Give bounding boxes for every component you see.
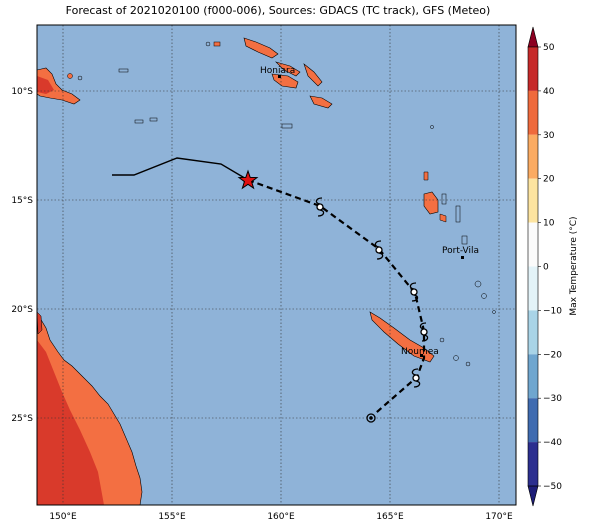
colorbar-tick-label: −30: [543, 394, 562, 404]
islet: [67, 73, 73, 79]
map-frame: [36, 24, 517, 506]
islet: [481, 293, 487, 299]
place-label-port-vila: Port-Vila: [442, 246, 479, 256]
new-guinea-landmass: [37, 67, 81, 105]
colorbar-segment: [528, 222, 538, 267]
vanuatu-northern-islet: [423, 171, 429, 181]
colorbar-tick-label: 50: [543, 43, 555, 53]
colorbar-segment: [528, 90, 538, 135]
islet: [77, 75, 83, 81]
port-vila-marker: [461, 256, 464, 259]
lat-tick-label: 20°S: [11, 305, 33, 315]
observed-track-line: [112, 157, 249, 181]
colorbar-tick-label: −10: [543, 306, 562, 316]
australia-hot-region: [37, 340, 104, 505]
cyclone-icon: [315, 197, 325, 217]
islet: [441, 193, 447, 205]
makira-island: [309, 95, 333, 109]
place-label-noumea: Noumea: [401, 347, 439, 357]
lat-tick-label: 25°S: [11, 414, 33, 424]
cyclone-icon: [374, 240, 384, 260]
cyclone-symbols: [315, 197, 429, 423]
islet: [430, 125, 434, 129]
longitude-ticks: 150°E 155°E 160°E 165°E 170°E: [49, 512, 513, 522]
colorbar-segment: [528, 398, 538, 443]
place-label-honiara: Honiara: [260, 66, 295, 76]
new-guinea-hot-region: [37, 76, 54, 94]
lat-tick-label: 15°S: [11, 196, 33, 206]
lon-tick-label: 165°E: [376, 512, 404, 522]
cape-york-tip: [37, 311, 43, 335]
colorbar: 50 40 30 20 10 0 −10 −20 −30 −40 −50: [527, 26, 562, 507]
latitude-ticks: 10°S 15°S 20°S 25°S: [11, 87, 33, 424]
islet: [474, 280, 482, 288]
islet: [134, 119, 144, 124]
cyclone-icon: [366, 413, 376, 423]
islet: [492, 310, 496, 314]
islet: [465, 361, 471, 367]
islet: [213, 41, 221, 47]
lat-tick-label: 10°S: [11, 87, 33, 97]
colorbar-tick-label: 30: [543, 131, 555, 141]
islet: [453, 355, 459, 361]
islet: [439, 337, 445, 343]
bougainville-island: [243, 37, 279, 59]
lon-tick-label: 160°E: [267, 512, 295, 522]
noumea-marker: [420, 354, 423, 357]
islet: [455, 205, 461, 223]
colorbar-tick-label: −50: [543, 482, 562, 492]
colorbar-segment: [528, 354, 538, 399]
malaita-island: [303, 63, 323, 87]
islet: [149, 117, 158, 122]
forecast-track-line: [247, 178, 426, 419]
colorbar-tick-label: 10: [543, 219, 555, 229]
lon-tick-label: 155°E: [158, 512, 186, 522]
colorbar-tick-label: −40: [543, 438, 562, 448]
espiritu-santo-island: [423, 191, 439, 215]
choiseul-island: [274, 61, 301, 77]
cyclone-icon: [409, 282, 419, 302]
gridlines: [37, 25, 516, 505]
map-title: Forecast of 2021020100 (f000-006), Sourc…: [65, 4, 491, 17]
colorbar-tick-label: 20: [543, 175, 555, 185]
colorbar-tick-label: 40: [543, 87, 555, 97]
new-caledonia-island: [369, 311, 435, 363]
colorbar-segment: [528, 266, 538, 311]
lon-tick-label: 170°E: [485, 512, 513, 522]
colorbar-segment: [528, 178, 538, 223]
colorbar-segment: [528, 47, 538, 91]
lon-tick-label: 150°E: [49, 512, 77, 522]
islet: [281, 123, 293, 129]
colorbar-extend-min: [527, 485, 539, 507]
colorbar-tick-label: 0: [543, 263, 549, 273]
current-position-star-icon: [237, 169, 259, 190]
colorbar-extend-max: [527, 26, 539, 48]
honiara-marker: [278, 75, 281, 78]
islet: [205, 41, 211, 47]
colorbar-segment: [528, 134, 538, 179]
colorbar-tick-label: −20: [543, 350, 562, 360]
colorbar-segment: [528, 310, 538, 355]
islet: [461, 235, 468, 245]
islet: [118, 68, 129, 73]
malekula-island: [439, 213, 447, 223]
cyclone-icon: [411, 368, 421, 388]
colorbar-label: Max Temperature (°C): [569, 216, 579, 315]
cyclone-icon: [419, 322, 429, 342]
colorbar-segment: [528, 442, 538, 486]
